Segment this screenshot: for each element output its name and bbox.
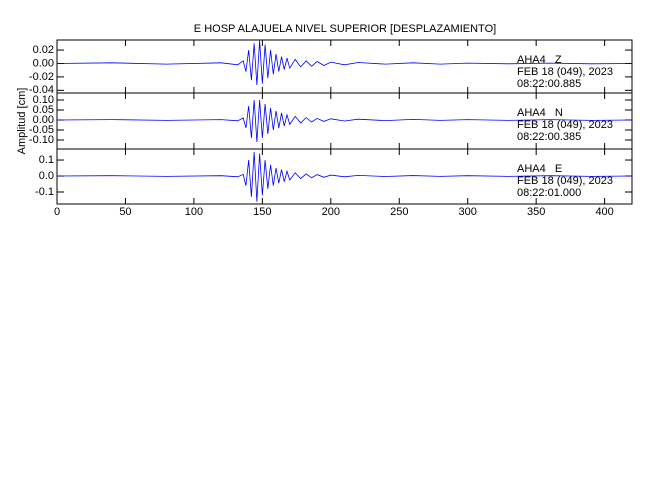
- y-tick-label: 0.1: [39, 154, 54, 166]
- station-annotation: FEB 18 (049), 2023: [517, 175, 613, 187]
- station-annotation: 08:22:00.385: [517, 131, 581, 143]
- waveform: [56, 152, 633, 202]
- station-annotation: AHA4 Z: [517, 54, 562, 66]
- y-tick-label: -0.04: [29, 84, 54, 96]
- station-annotation: AHA4 E: [517, 163, 562, 175]
- x-tick-label: 0: [54, 206, 60, 218]
- x-tick-label: 400: [595, 206, 613, 218]
- station-annotation: FEB 18 (049), 2023: [517, 119, 613, 131]
- x-tick-label: 100: [185, 206, 203, 218]
- y-tick-label: 0.05: [33, 104, 54, 116]
- waveform: [56, 99, 633, 143]
- y-tick-label: -0.10: [29, 134, 54, 146]
- x-tick-label: 350: [527, 206, 545, 218]
- y-tick-label: 0.10: [33, 94, 54, 106]
- x-tick-label: 200: [322, 206, 340, 218]
- station-annotation: FEB 18 (049), 2023: [517, 66, 613, 78]
- y-tick-label: 0.00: [33, 114, 54, 126]
- waveform: [56, 40, 633, 85]
- y-tick-label: -0.02: [29, 71, 54, 83]
- chart-title: E HOSP ALAJUELA NIVEL SUPERIOR [DESPLAZA…: [194, 23, 496, 35]
- x-tick-label: 250: [390, 206, 408, 218]
- station-annotation: 08:22:00.885: [517, 78, 581, 90]
- y-tick-label: 0.0: [39, 170, 54, 182]
- y-tick-label: 0.02: [33, 44, 54, 56]
- station-annotation: 08:22:01.000: [517, 187, 581, 199]
- x-tick-label: 50: [119, 206, 131, 218]
- y-tick-label: 0.00: [33, 57, 54, 69]
- y-tick-label: -0.05: [29, 124, 54, 136]
- station-annotation: AHA4 N: [517, 107, 563, 119]
- x-tick-label: 300: [459, 206, 477, 218]
- y-axis-label: Amplitud [cm]: [16, 88, 28, 155]
- y-tick-label: -0.1: [35, 186, 54, 198]
- x-tick-label: 150: [253, 206, 271, 218]
